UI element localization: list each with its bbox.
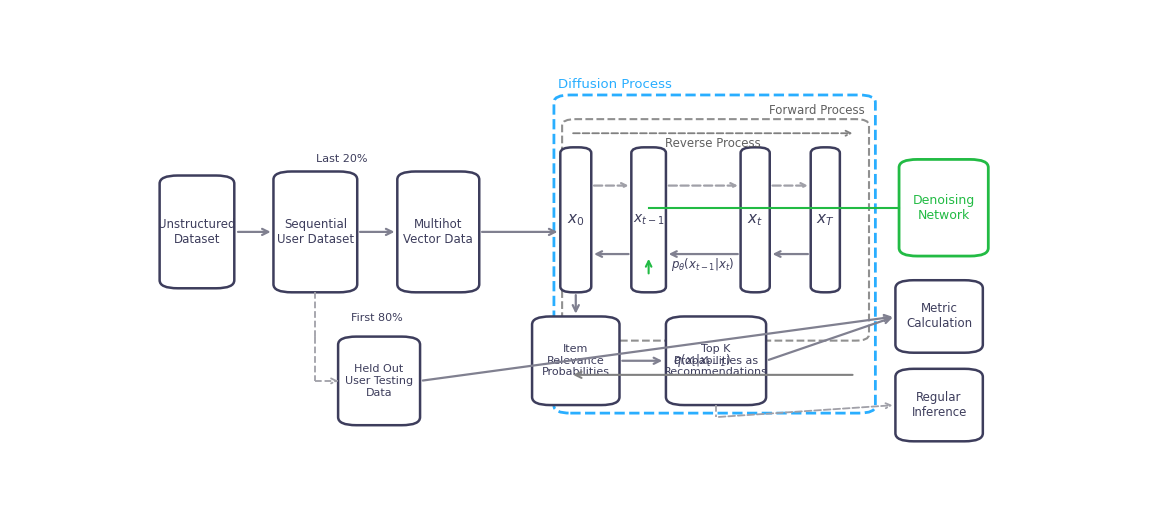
- Text: Last 20%: Last 20%: [316, 154, 368, 164]
- FancyBboxPatch shape: [338, 337, 421, 425]
- Text: Top K
Probabilities as
Recommendations: Top K Probabilities as Recommendations: [664, 344, 768, 378]
- FancyBboxPatch shape: [895, 369, 982, 441]
- Text: Reverse Process: Reverse Process: [665, 137, 761, 150]
- FancyBboxPatch shape: [274, 172, 357, 292]
- FancyBboxPatch shape: [532, 316, 619, 405]
- FancyBboxPatch shape: [560, 147, 591, 292]
- Text: Metric
Calculation: Metric Calculation: [906, 302, 972, 331]
- Text: Denoising
Network: Denoising Network: [913, 194, 975, 222]
- Text: $x_{t-1}$: $x_{t-1}$: [633, 213, 664, 227]
- Text: $x_t$: $x_t$: [747, 212, 763, 228]
- Text: $x_0$: $x_0$: [568, 212, 584, 228]
- FancyBboxPatch shape: [895, 280, 982, 353]
- Text: $x_T$: $x_T$: [815, 212, 834, 228]
- Text: Multihot
Vector Data: Multihot Vector Data: [403, 218, 474, 246]
- FancyBboxPatch shape: [397, 172, 479, 292]
- Text: Held Out
User Testing
Data: Held Out User Testing Data: [345, 365, 414, 397]
- Text: Unstructured
Dataset: Unstructured Dataset: [159, 218, 236, 246]
- FancyBboxPatch shape: [899, 160, 988, 256]
- FancyBboxPatch shape: [811, 147, 840, 292]
- Text: First 80%: First 80%: [351, 313, 403, 324]
- FancyBboxPatch shape: [631, 147, 666, 292]
- Text: Forward Process: Forward Process: [768, 104, 865, 117]
- Text: Diffusion Process: Diffusion Process: [558, 78, 672, 91]
- Text: $q(x_t|x_{t-1})$: $q(x_t|x_{t-1})$: [673, 353, 731, 369]
- FancyBboxPatch shape: [740, 147, 770, 292]
- Text: Item
Relevance
Probabilities: Item Relevance Probabilities: [542, 344, 610, 378]
- Text: $p_\theta(x_{t-1}|x_t)$: $p_\theta(x_{t-1}|x_t)$: [671, 256, 734, 272]
- Text: Regular
Inference: Regular Inference: [912, 391, 967, 419]
- Text: Sequential
User Dataset: Sequential User Dataset: [277, 218, 354, 246]
- FancyBboxPatch shape: [666, 316, 766, 405]
- FancyBboxPatch shape: [160, 176, 234, 288]
